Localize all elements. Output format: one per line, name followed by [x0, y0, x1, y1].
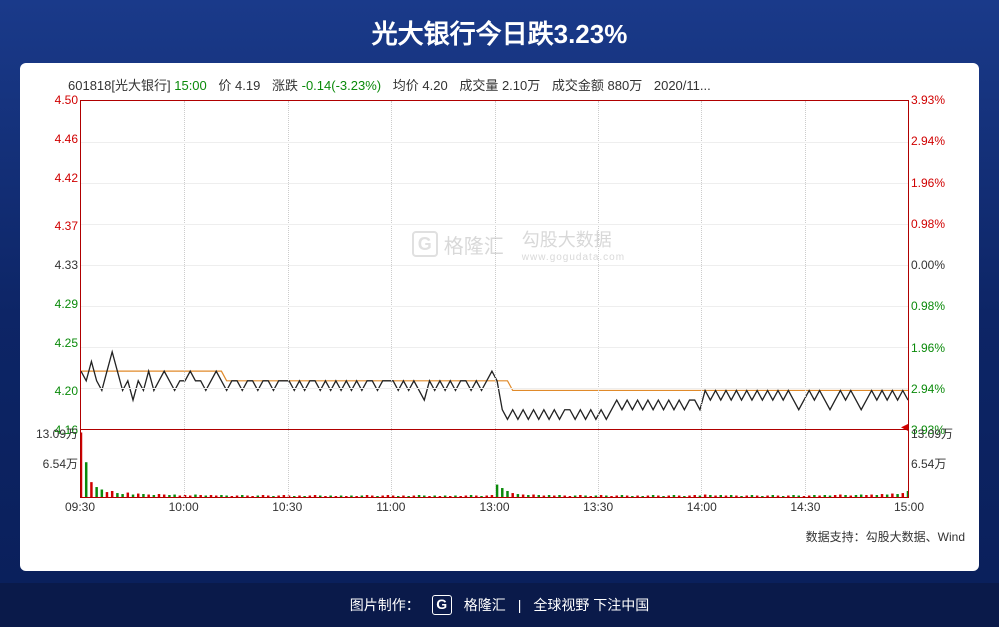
footer-slogan: 全球视野 下注中国: [533, 595, 649, 615]
y-right-tick: 0.98%: [911, 218, 965, 230]
y-right-tick: 3.93%: [911, 94, 965, 106]
x-tick: 10:30: [272, 500, 302, 514]
footer: 图片制作： G 格隆汇 | 全球视野 下注中国: [0, 583, 999, 627]
vol-left-tick: 13.09万: [34, 428, 78, 440]
y-right-tick: 0.98%: [911, 300, 965, 312]
y-left-tick: 4.29: [34, 298, 78, 310]
y-right-tick: 2.94%: [911, 135, 965, 147]
y-right-tick: 0.00%: [911, 259, 965, 271]
footer-g-icon: G: [432, 595, 452, 615]
y-left-tick: 4.33: [34, 259, 78, 271]
change-value: -0.14(-3.23%): [302, 78, 381, 93]
price-panel: G 格隆汇 勾股大数据 www.gogudata.com: [80, 100, 909, 430]
vol-right-tick: 6.54万: [911, 458, 965, 470]
x-tick: 09:30: [65, 500, 95, 514]
y-left-tick: 4.37: [34, 220, 78, 232]
x-tick: 14:30: [790, 500, 820, 514]
y-left-tick: 4.20: [34, 385, 78, 397]
amt-label: 成交金额: [552, 78, 604, 93]
x-tick: 15:00: [894, 500, 924, 514]
info-time: 15:00: [174, 78, 207, 93]
vol-label: 成交量: [459, 78, 498, 93]
avg-label: 均价: [393, 78, 419, 93]
price-value: 4.19: [235, 78, 260, 93]
y-right-tick: 2.94%: [911, 383, 965, 395]
x-tick: 13:30: [583, 500, 613, 514]
y-right-tick: 1.96%: [911, 342, 965, 354]
info-bar: 601818[光大银行] 15:00 价 4.19 涨跌 -0.14(-3.23…: [34, 73, 965, 100]
x-tick: 13:00: [479, 500, 509, 514]
data-source: 数据支持：勾股大数据、Wind: [34, 520, 965, 545]
stock-code: 601818[光大银行]: [68, 78, 171, 93]
price-marker-arrow: ◀: [901, 423, 955, 433]
avg-value: 4.20: [422, 78, 447, 93]
x-tick: 10:00: [169, 500, 199, 514]
price-label: 价: [218, 78, 231, 93]
y-left-tick: 4.46: [34, 133, 78, 145]
amt-value: 880万: [608, 78, 643, 93]
y-left-tick: 4.42: [34, 172, 78, 184]
vol-value: 2.10万: [502, 78, 540, 93]
info-date: 2020/11...: [654, 78, 711, 93]
chart-card: 601818[光大银行] 15:00 价 4.19 涨跌 -0.14(-3.23…: [20, 63, 979, 571]
footer-sep: |: [518, 597, 522, 613]
vol-left-tick: 6.54万: [34, 458, 78, 470]
footer-brand: 格隆汇: [464, 595, 506, 615]
page-title: 光大银行今日跌3.23%: [0, 0, 999, 63]
y-right-tick: 1.96%: [911, 177, 965, 189]
x-tick: 11:00: [376, 500, 405, 514]
y-left-tick: 4.50: [34, 94, 78, 106]
footer-label: 图片制作：: [350, 595, 420, 615]
chart-area: 4.504.464.424.374.334.294.254.204.1613.0…: [34, 100, 965, 520]
change-label: 涨跌: [272, 78, 298, 93]
y-left-tick: 4.25: [34, 337, 78, 349]
x-tick: 14:00: [687, 500, 717, 514]
volume-panel: [80, 430, 909, 498]
